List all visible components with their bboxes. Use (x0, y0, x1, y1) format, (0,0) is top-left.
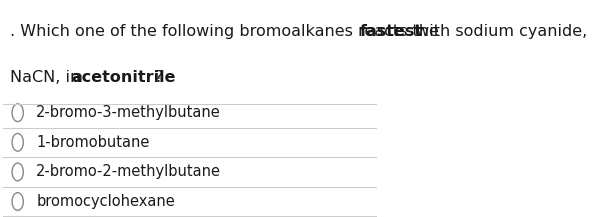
Text: ?: ? (155, 71, 163, 85)
Text: bromocyclohexane: bromocyclohexane (36, 194, 175, 209)
Text: acetonitrile: acetonitrile (71, 71, 175, 85)
Text: . Which one of the following bromoalkanes reacts the: . Which one of the following bromoalkane… (10, 24, 444, 39)
Text: 2-bromo-2-methylbutane: 2-bromo-2-methylbutane (36, 164, 221, 179)
Text: with sodium cyanide,: with sodium cyanide, (411, 24, 587, 39)
Text: NaCN, in: NaCN, in (10, 71, 86, 85)
Text: fastest: fastest (360, 24, 423, 39)
Text: 2-bromo-3-methylbutane: 2-bromo-3-methylbutane (36, 105, 221, 120)
Text: 1-bromobutane: 1-bromobutane (36, 135, 150, 150)
